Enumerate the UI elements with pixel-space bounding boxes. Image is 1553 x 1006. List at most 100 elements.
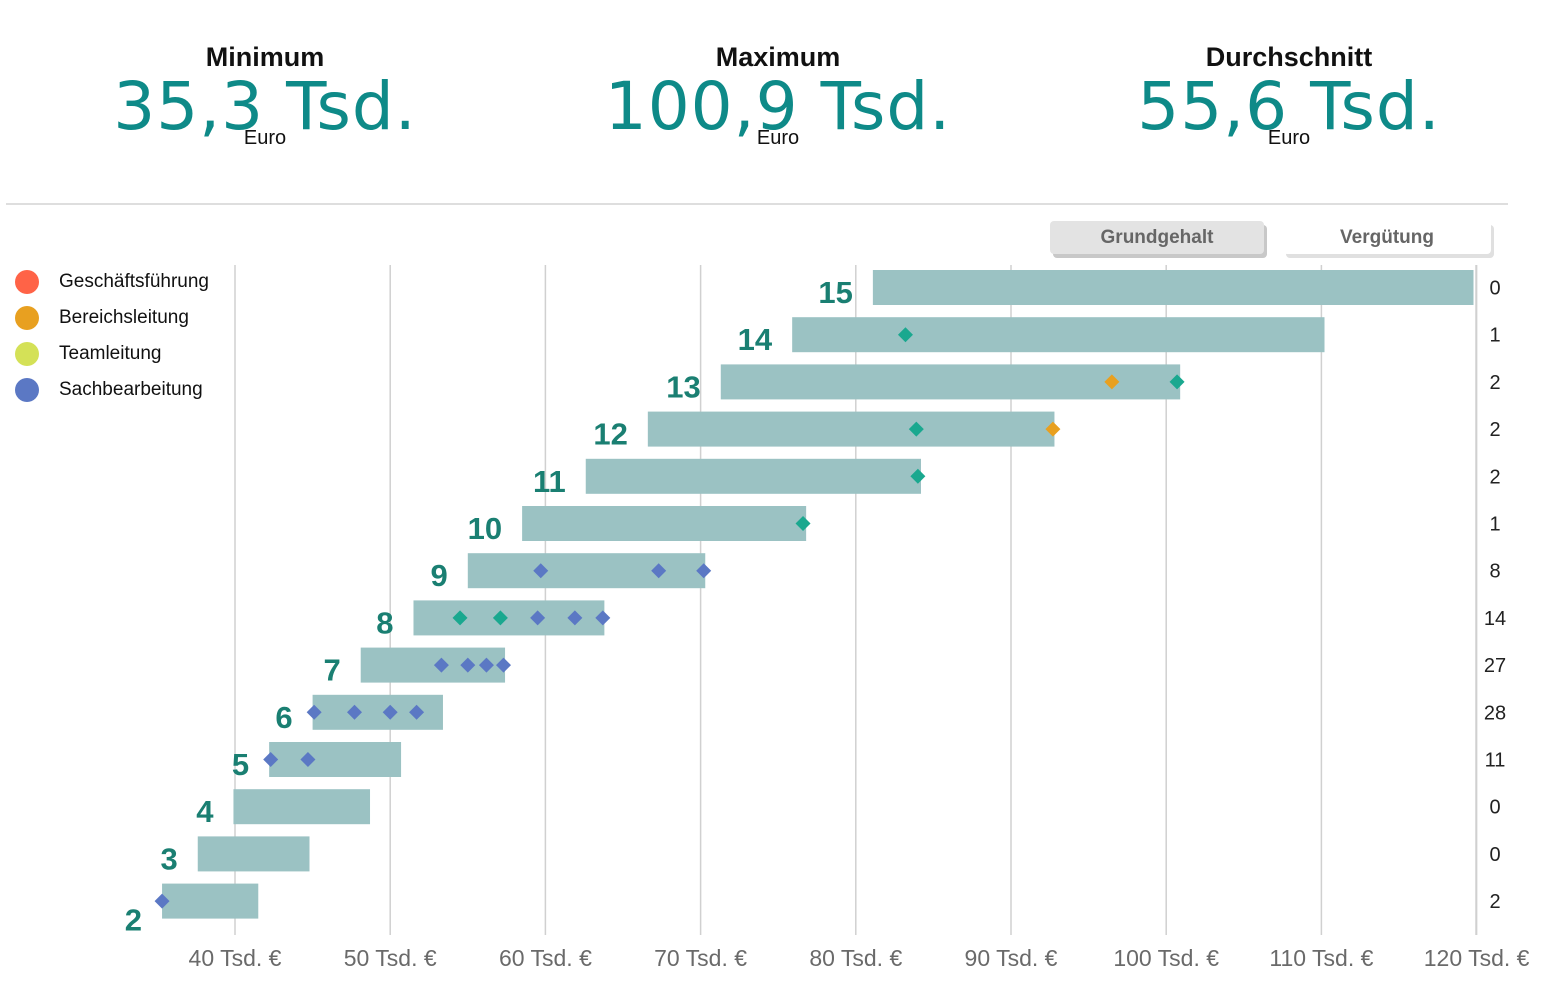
group-count: 27 <box>1484 655 1506 677</box>
range-bar <box>467 553 706 589</box>
group-label: 11 <box>533 464 566 499</box>
x-tick-label: 80 Tsd. € <box>809 945 902 971</box>
group-count: 8 <box>1489 561 1500 583</box>
kpi-maximum-label: Maximum <box>715 42 841 72</box>
salary-marker <box>154 893 170 909</box>
x-tick-label: 50 Tsd. € <box>344 945 437 971</box>
salary-marker <box>897 327 913 343</box>
group-count: 0 <box>1489 844 1500 866</box>
group-label: 6 <box>275 700 292 735</box>
toggle-grundgehalt-button[interactable]: Grundgehalt <box>1050 221 1264 254</box>
range-bar <box>312 694 443 730</box>
range-bar <box>522 506 807 541</box>
range-bar <box>413 600 605 636</box>
range-bar <box>585 458 921 494</box>
group-count: 28 <box>1484 702 1506 724</box>
salary-marker <box>306 704 322 720</box>
legend-label-bereichsleitung: Bereichsleitung <box>59 307 189 328</box>
x-tick-label: 70 Tsd. € <box>654 945 747 971</box>
salary-marker <box>300 752 316 767</box>
range-bar <box>647 411 1055 447</box>
x-tick-label: 120 Tsd. € <box>1424 945 1530 971</box>
group-label: 13 <box>666 369 700 404</box>
group-count: 0 <box>1489 278 1500 300</box>
kpi-minimum: Minimum 35,3 Tsd. Euro <box>55 40 475 148</box>
x-tick-label: 60 Tsd. € <box>499 945 592 971</box>
salary-marker <box>1169 374 1185 390</box>
salary-marker <box>492 610 508 626</box>
range-bar <box>269 742 402 777</box>
legend-dot-teamleitung <box>15 342 39 366</box>
salary-marker <box>1045 421 1061 437</box>
range-bar <box>360 647 506 683</box>
group-label: 15 <box>818 275 852 310</box>
group-label: 10 <box>468 511 502 546</box>
group-count: 1 <box>1489 325 1500 347</box>
salary-marker <box>478 657 494 673</box>
header-divider <box>6 203 1508 205</box>
legend-label-geschaeftsfuehrung: Geschäftsführung <box>59 271 209 292</box>
salary-marker <box>433 657 449 673</box>
range-bar <box>872 270 1474 305</box>
toggle-verguetung-button[interactable]: Vergütung <box>1283 221 1491 254</box>
salary-marker <box>567 610 583 626</box>
kpi-minimum-unit: Euro <box>243 127 287 149</box>
range-bar <box>162 883 259 919</box>
salary-marker <box>452 610 468 626</box>
salary-marker <box>795 516 811 531</box>
group-label: 5 <box>232 747 249 782</box>
range-bar <box>197 836 310 872</box>
kpi-durchschnitt-value: 55,6 Tsd. <box>1137 68 1441 145</box>
salary-marker <box>908 421 924 437</box>
x-tick-label: 110 Tsd. € <box>1269 945 1373 971</box>
kpi-maximum: Maximum 100,9 Tsd. Euro <box>568 40 988 148</box>
group-label: 3 <box>161 841 178 876</box>
range-bar <box>792 317 1325 353</box>
salary-marker <box>409 704 425 720</box>
legend-item-teamleitung[interactable]: Teamleitung <box>15 336 209 372</box>
group-count: 2 <box>1489 419 1500 441</box>
group-label: 8 <box>376 605 393 640</box>
group-count: 0 <box>1489 797 1500 819</box>
group-label: 9 <box>431 558 448 593</box>
kpi-maximum-unit: Euro <box>756 127 800 149</box>
range-bar <box>720 364 1181 400</box>
salary-marker <box>347 704 363 720</box>
kpi-durchschnitt-unit: Euro <box>1267 127 1311 149</box>
salary-marker <box>696 563 712 579</box>
kpi-minimum-value: 35,3 Tsd. <box>113 68 417 145</box>
x-tick-label: 90 Tsd. € <box>965 945 1058 971</box>
salary-marker <box>910 468 926 484</box>
x-tick-label: 40 Tsd. € <box>189 945 282 971</box>
group-count: 2 <box>1489 372 1500 394</box>
salary-marker <box>651 563 667 579</box>
legend-label-teamleitung: Teamleitung <box>59 343 162 364</box>
x-tick-label: 100 Tsd. € <box>1113 945 1219 971</box>
legend: Geschäftsführung Bereichsleitung Teamlei… <box>15 264 209 408</box>
kpi-durchschnitt-label: Durchschnitt <box>1205 42 1373 72</box>
legend-dot-bereichsleitung <box>15 306 39 330</box>
kpi-minimum-label: Minimum <box>205 42 325 72</box>
group-count: 11 <box>1485 750 1506 772</box>
salary-marker <box>595 610 611 626</box>
kpi-maximum-value: 100,9 Tsd. <box>604 68 952 145</box>
group-count: 1 <box>1489 514 1500 536</box>
legend-item-bereichsleitung[interactable]: Bereichsleitung <box>15 300 209 336</box>
legend-item-sachbearbeitung[interactable]: Sachbearbeitung <box>15 372 209 408</box>
salary-marker <box>530 610 546 626</box>
group-count: 2 <box>1489 466 1500 488</box>
group-count: 14 <box>1484 608 1506 630</box>
legend-item-geschaeftsfuehrung[interactable]: Geschäftsführung <box>15 264 209 300</box>
group-label: 12 <box>593 417 627 452</box>
salary-marker <box>263 752 279 767</box>
salary-marker <box>533 563 549 579</box>
group-label: 4 <box>196 794 214 829</box>
group-label: 7 <box>323 653 340 688</box>
salary-marker <box>495 657 511 673</box>
kpi-durchschnitt: Durchschnitt 55,6 Tsd. Euro <box>1079 40 1499 148</box>
range-bar <box>233 789 371 825</box>
legend-label-sachbearbeitung: Sachbearbeitung <box>59 379 203 400</box>
group-count: 2 <box>1489 891 1500 913</box>
salary-marker <box>382 704 398 720</box>
